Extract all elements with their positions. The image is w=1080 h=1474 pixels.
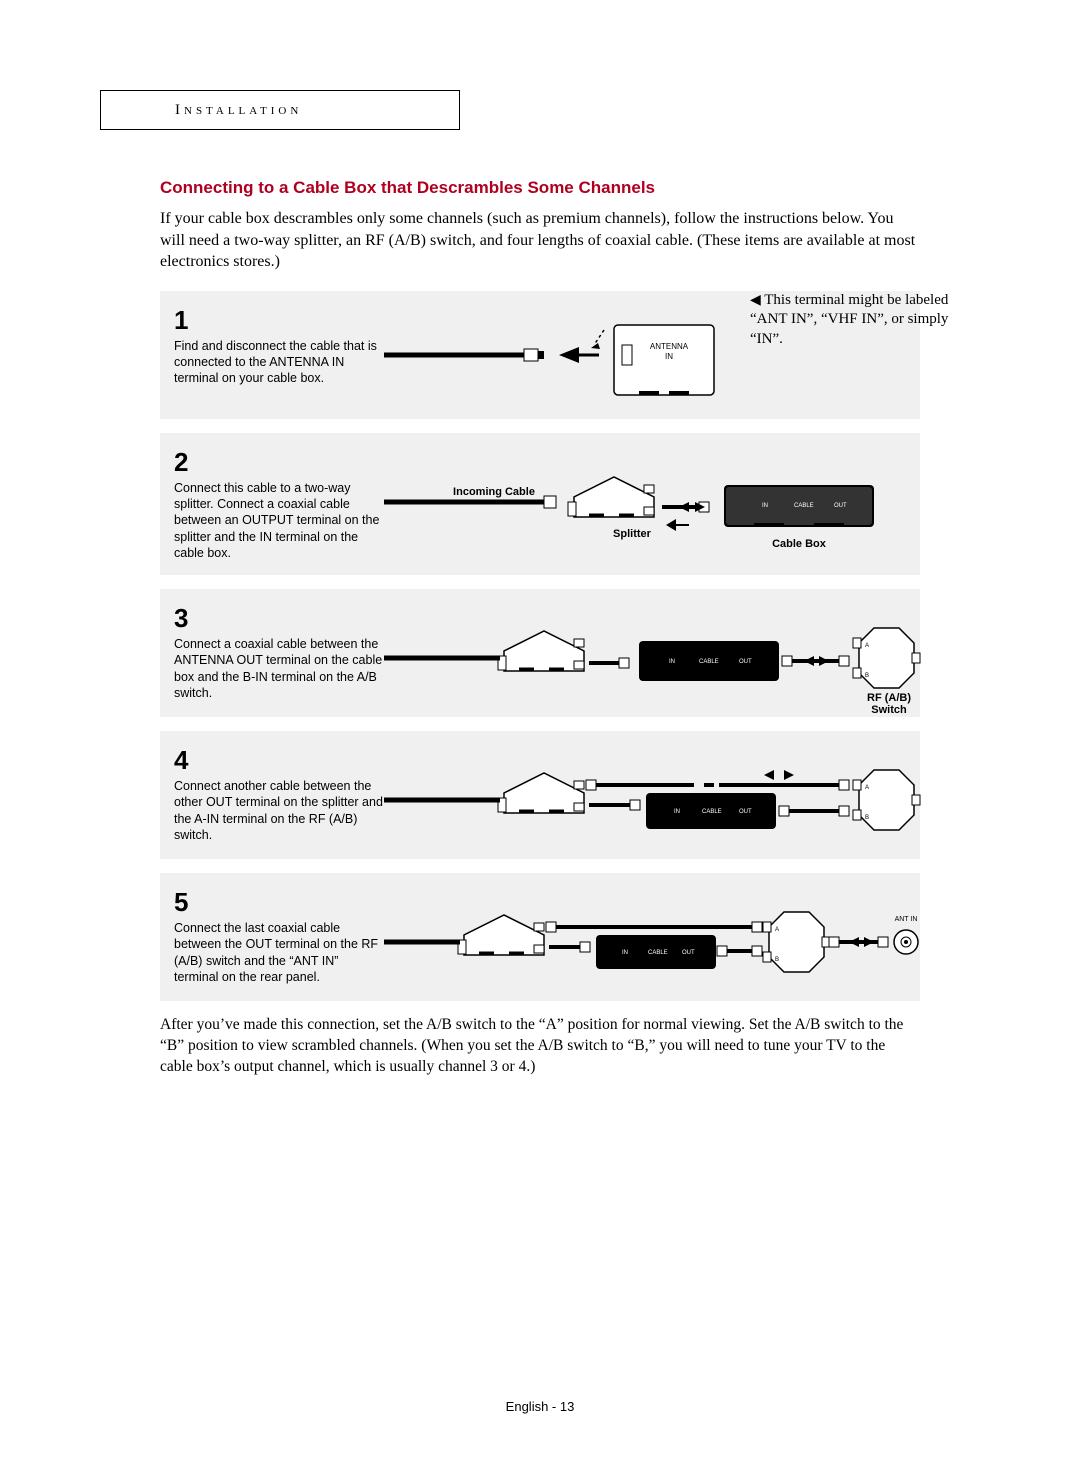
- step-4-desc: Connect another cable between the other …: [174, 778, 384, 843]
- step-5-desc: Connect the last coaxial cable between t…: [174, 920, 384, 985]
- svg-text:IN: IN: [669, 659, 675, 665]
- svg-text:CABLE: CABLE: [648, 950, 668, 956]
- step-5-diagram: IN CABLE OUT A B: [384, 887, 924, 987]
- step-4-number: 4: [174, 745, 384, 776]
- step-2-number: 2: [174, 447, 384, 478]
- rf-switch-label-2: Switch: [871, 704, 907, 716]
- svg-text:A: A: [865, 643, 869, 649]
- side-note-text: This terminal might be labeled “ANT IN”,…: [750, 292, 948, 347]
- svg-text:CABLE: CABLE: [794, 503, 814, 509]
- svg-text:ANTENNA: ANTENNA: [650, 342, 689, 351]
- step-1-desc: Find and disconnect the cable that is co…: [174, 338, 384, 387]
- svg-text:IN: IN: [665, 352, 673, 361]
- svg-text:CABLE: CABLE: [702, 809, 722, 815]
- step-2: 2 Connect this cable to a two-way splitt…: [160, 433, 920, 575]
- intro-paragraph: If your cable box descrambles only some …: [160, 208, 920, 273]
- svg-text:B: B: [865, 673, 869, 679]
- svg-text:CABLE: CABLE: [699, 659, 719, 665]
- step-5-number: 5: [174, 887, 384, 918]
- step-3-desc: Connect a coaxial cable between the ANTE…: [174, 636, 384, 701]
- svg-text:OUT: OUT: [739, 659, 752, 665]
- step-3-diagram: IN CABLE OUT A B RF (A/B) Switch: [384, 603, 924, 703]
- svg-text:A: A: [775, 927, 779, 933]
- step-1: 1 Find and disconnect the cable that is …: [160, 291, 920, 419]
- incoming-cable-label: Incoming Cable: [453, 486, 535, 498]
- step-2-diagram: Incoming Cable Splitter IN CAB: [384, 447, 924, 547]
- svg-text:OUT: OUT: [682, 950, 695, 956]
- svg-text:A: A: [865, 785, 869, 791]
- section-header-text: Installation: [175, 102, 302, 118]
- page-number: English - 13: [0, 1399, 1080, 1414]
- splitter-label: Splitter: [613, 528, 652, 540]
- svg-text:OUT: OUT: [834, 503, 847, 509]
- side-note: ◀ This terminal might be labeled “ANT IN…: [750, 291, 970, 350]
- cable-box-label: Cable Box: [772, 538, 827, 550]
- svg-text:OUT: OUT: [739, 809, 752, 815]
- page-subtitle: Connecting to a Cable Box that Descrambl…: [160, 178, 920, 198]
- svg-text:IN: IN: [762, 503, 768, 509]
- rf-switch-label-1: RF (A/B): [867, 692, 911, 704]
- step-4: 4 Connect another cable between the othe…: [160, 731, 920, 859]
- footer-paragraph: After you’ve made this connection, set t…: [160, 1015, 920, 1078]
- step-3: 3 Connect a coaxial cable between the AN…: [160, 589, 920, 717]
- svg-text:B: B: [775, 957, 779, 963]
- svg-text:B: B: [865, 815, 869, 821]
- step-1-number: 1: [174, 305, 384, 336]
- step-2-desc: Connect this cable to a two-way splitter…: [174, 480, 384, 561]
- step-3-number: 3: [174, 603, 384, 634]
- step-4-diagram: IN CABLE OUT A B: [384, 745, 924, 845]
- section-header-box: Installation: [100, 90, 460, 130]
- ant-in-label: ANT IN: [895, 916, 918, 923]
- step-5: 5 Connect the last coaxial cable between…: [160, 873, 920, 1001]
- svg-text:IN: IN: [674, 809, 680, 815]
- svg-text:IN: IN: [622, 950, 628, 956]
